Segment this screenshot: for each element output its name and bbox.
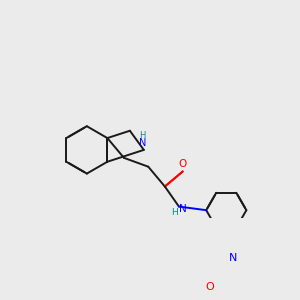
Text: O: O [205, 282, 214, 292]
Text: N: N [178, 204, 186, 214]
Text: N: N [229, 253, 238, 263]
Text: H: H [171, 208, 178, 217]
Text: N: N [139, 138, 146, 148]
Text: O: O [178, 159, 187, 170]
Text: H: H [139, 131, 146, 140]
